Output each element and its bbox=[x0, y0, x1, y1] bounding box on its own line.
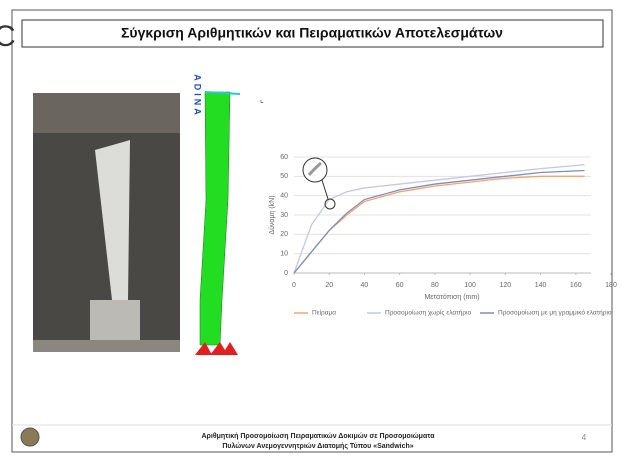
model: ⌞ bbox=[195, 91, 264, 355]
model-label: ADINA bbox=[193, 74, 203, 118]
model-top bbox=[204, 91, 241, 95]
x-tick-label: 100 bbox=[464, 282, 476, 289]
logo bbox=[20, 427, 40, 447]
zoom-pointer bbox=[321, 179, 329, 200]
zoom-target bbox=[324, 198, 336, 210]
y-tick-label: 10 bbox=[280, 251, 288, 258]
y-tick-label: 60 bbox=[280, 154, 288, 161]
slide-title: Σύγκριση Αριθμητικών και Πειραματικών Απ… bbox=[121, 25, 503, 41]
x-tick-label: 0 bbox=[292, 282, 296, 289]
x-tick-label: 60 bbox=[396, 282, 404, 289]
footer-text: Πυλώνων Ανεμογεννητριών Διατομής Τύπου «… bbox=[222, 442, 413, 450]
photo-column bbox=[95, 140, 130, 300]
legend-label: Πείραμα bbox=[312, 309, 336, 317]
x-tick-label: 20 bbox=[325, 282, 333, 289]
y-tick-label: 0 bbox=[284, 270, 288, 277]
y-tick-label: 20 bbox=[280, 231, 288, 238]
page-number: 4 bbox=[582, 433, 587, 442]
model-label-text: ADINA bbox=[193, 74, 203, 118]
axis-icon: ⌞ bbox=[260, 95, 264, 104]
zoom-detail bbox=[307, 161, 322, 176]
legend-label: Προσομοίωση με μη γραμμικό ελατήριο bbox=[498, 309, 612, 317]
x-tick-label: 180 bbox=[605, 282, 617, 289]
legend-label: Προσομοίωση χωρίς ελατήριο bbox=[385, 309, 471, 317]
y-axis-label: Δύναμη (kN) bbox=[268, 195, 276, 234]
photo-base bbox=[90, 300, 140, 340]
x-tick-label: 160 bbox=[570, 282, 582, 289]
photo bbox=[33, 93, 180, 352]
x-tick-label: 120 bbox=[499, 282, 511, 289]
title-box bbox=[21, 19, 604, 48]
y-tick-label: 30 bbox=[280, 212, 288, 219]
series-line bbox=[293, 164, 585, 274]
support bbox=[195, 342, 212, 355]
x-tick-label: 40 bbox=[361, 282, 369, 289]
x-tick-label: 80 bbox=[431, 282, 439, 289]
x-tick-label: 140 bbox=[535, 282, 547, 289]
support bbox=[222, 342, 238, 355]
y-tick-label: 40 bbox=[280, 193, 288, 200]
support bbox=[210, 342, 228, 355]
x-axis-label: Μετατόπιση (mm) bbox=[424, 293, 479, 301]
footer-text: Αριθμητική Προσομοίωση Πειραματικών Δοκι… bbox=[202, 433, 436, 440]
series-line bbox=[293, 169, 585, 274]
y-tick-label: 50 bbox=[280, 173, 288, 180]
chart: 0 10 20 30 40 50 60 0 20 40 60 80 100 120 140 160 180 Μετ… bbox=[268, 154, 617, 317]
photo-floor bbox=[33, 340, 180, 352]
stray-glyph: C bbox=[0, 20, 16, 53]
photo-rig bbox=[33, 93, 180, 133]
